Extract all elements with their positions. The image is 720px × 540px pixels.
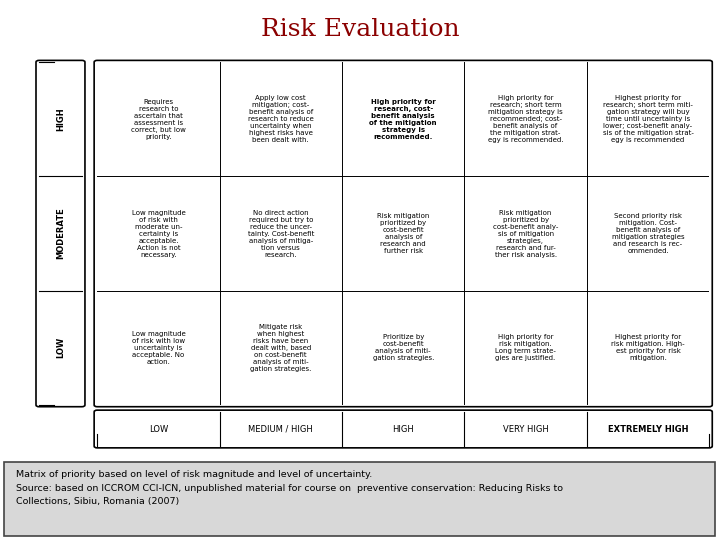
Text: No direct action
required but try to
reduce the uncer-
tainty. Cost-benefit
anal: No direct action required but try to red… bbox=[248, 210, 314, 258]
Text: Second priority risk
mitigation. Cost-
benefit analysis of
mitigation strategies: Second priority risk mitigation. Cost- b… bbox=[612, 213, 684, 254]
Text: Risk mitigation
prioritized by
cost-benefit
analysis of
research and
further ris: Risk mitigation prioritized by cost-bene… bbox=[377, 213, 429, 254]
Text: EXTREMELY HIGH: EXTREMELY HIGH bbox=[608, 424, 688, 434]
Text: Risk Evaluation: Risk Evaluation bbox=[261, 18, 459, 41]
Text: Risk mitigation
prioritized by
cost-benefit analy-
sis of mitigation
strategies,: Risk mitigation prioritized by cost-bene… bbox=[493, 210, 558, 258]
Text: High priority for
research, cost-
benefit analysis
of the mitigation
strategy is: High priority for research, cost- benefi… bbox=[369, 99, 437, 140]
Text: Requires
research to
ascertain that
assessment is
correct, but low
priority.: Requires research to ascertain that asse… bbox=[131, 99, 186, 140]
Text: Low magnitude
of risk with
moderate un-
certainty is
acceptable.
Action is not
n: Low magnitude of risk with moderate un- … bbox=[132, 210, 185, 258]
Text: RISK MAGNITUDE: RISK MAGNITUDE bbox=[352, 465, 454, 475]
Text: High priority for
research; short term
mitigation strategy is
recommended; cost-: High priority for research; short term m… bbox=[488, 95, 563, 143]
Text: Prioritize by
cost-benefit
analysis of miti-
gation strategies.: Prioritize by cost-benefit analysis of m… bbox=[372, 334, 434, 361]
Text: Matrix of priority based on level of risk magnitude and level of uncertainty.
So: Matrix of priority based on level of ris… bbox=[16, 470, 563, 506]
Text: HIGH: HIGH bbox=[56, 107, 65, 131]
Text: Apply low cost
mitigation; cost-
benefit analysis of
research to reduce
uncertai: Apply low cost mitigation; cost- benefit… bbox=[248, 95, 314, 143]
Text: LOW: LOW bbox=[56, 337, 65, 359]
Text: MODERATE: MODERATE bbox=[56, 208, 65, 259]
FancyBboxPatch shape bbox=[94, 410, 712, 448]
Text: High priority for
risk mitigation.
Long term strate-
gies are justified.: High priority for risk mitigation. Long … bbox=[495, 334, 556, 361]
Text: Highest priority for
risk mitigation. High-
est priority for risk
mitigation.: Highest priority for risk mitigation. Hi… bbox=[611, 334, 685, 361]
FancyBboxPatch shape bbox=[4, 462, 715, 536]
FancyBboxPatch shape bbox=[36, 60, 85, 407]
Text: HIGH: HIGH bbox=[392, 424, 414, 434]
Text: Low magnitude
of risk with low
uncertainty is
acceptable. No
action.: Low magnitude of risk with low uncertain… bbox=[132, 331, 185, 365]
Text: MEDIUM / HIGH: MEDIUM / HIGH bbox=[248, 424, 313, 434]
Text: VERY HIGH: VERY HIGH bbox=[503, 424, 549, 434]
Text: LOW: LOW bbox=[149, 424, 168, 434]
Text: Highest priority for
research; short term miti-
gation strategy will buy
time un: Highest priority for research; short ter… bbox=[603, 95, 693, 143]
Text: Mitigate risk
when highest
risks have been
dealt with, based
on cost-benefit
ana: Mitigate risk when highest risks have be… bbox=[250, 324, 312, 372]
